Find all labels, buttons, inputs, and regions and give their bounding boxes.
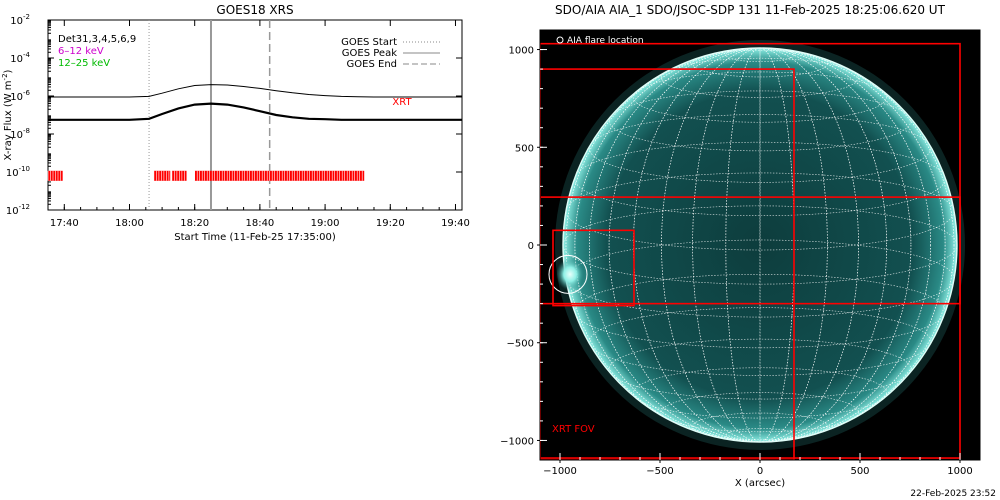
goes-y-tick-label: 10-12 xyxy=(6,203,30,217)
flare-location-legend-label: AIA flare location xyxy=(567,36,644,46)
goes-x-tick-label: 18:20 xyxy=(180,218,209,229)
aia-x-tick-label: −1000 xyxy=(543,466,577,477)
goes-series-long xyxy=(48,84,462,98)
goes-legend-left-entry: 6–12 keV xyxy=(58,46,104,57)
aia-y-tick-label: 1000 xyxy=(509,46,534,57)
aia-x-tick-label: 0 xyxy=(757,466,763,477)
goes-legend-right-entry: GOES Start xyxy=(341,37,397,48)
goes-legend-left-entry: Det31,3,4,5,6,9 xyxy=(58,34,136,45)
goes-x-tick-label: 19:20 xyxy=(376,218,405,229)
goes-legend-right-entry: GOES Peak xyxy=(342,48,397,59)
aia-image-panel: SDO/AIA AIA_1 SDO/JSOC-SDP 131 11-Feb-20… xyxy=(500,3,981,489)
latitude-line xyxy=(692,412,828,441)
goes-tick-marks xyxy=(47,19,462,211)
aia-x-tick-label: 500 xyxy=(850,466,869,477)
goes-legend-right-entry: GOES End xyxy=(347,59,397,70)
goes-series-short xyxy=(48,102,462,121)
goes-xrt-coverage xyxy=(47,170,365,181)
goes-event-lines xyxy=(148,20,271,210)
goes-plot-frame xyxy=(47,19,463,211)
xrt-fov-boxes xyxy=(540,42,961,460)
xrt-fov-box xyxy=(540,196,961,305)
goes-y-tick-labels: 10-2 10-4 10-6 10-8 10-10 10-12 xyxy=(6,13,31,217)
goes-y-axis-label: X-ray Flux (W m-2) xyxy=(1,69,14,160)
latitude-line xyxy=(725,47,795,62)
goes-x-tick-label: 19:40 xyxy=(441,218,470,229)
goes-y-tick-label: 10-2 xyxy=(10,13,30,27)
aia-y-tick-label: 0 xyxy=(528,241,534,252)
goes-y-tick-label: 10-8 xyxy=(10,127,30,141)
aia-y-tick-label: −500 xyxy=(507,339,534,350)
flare-location-circle xyxy=(548,254,588,294)
flare-brightening xyxy=(548,254,588,294)
aia-x-tick-label: 1000 xyxy=(947,466,972,477)
xrt-fov-box xyxy=(540,68,795,460)
goes-x-tick-labels: 17:40 18:00 18:20 18:40 19:00 19:20 19:40 xyxy=(50,218,470,229)
goes-series xyxy=(48,84,462,121)
aia-x-tick-labels: −1000 −500 0 500 1000 xyxy=(543,466,973,477)
aia-y-tick-labels: −1000 −500 0 500 1000 xyxy=(500,46,534,448)
footer-timestamp: 22-Feb-2025 23:52 xyxy=(910,489,996,499)
flare-glow xyxy=(556,258,584,291)
goes-xrs-panel: GOES18 XRS 10-2 10-4 10-6 10-8 10-10 10-12 17… xyxy=(1,3,470,243)
goes-legend-left-entry: 12–25 keV xyxy=(58,58,110,69)
aia-x-axis-label: X (arcsec) xyxy=(735,478,785,489)
goes-y-tick-label: 10-6 xyxy=(10,89,30,103)
xrt-fov-box xyxy=(552,229,635,307)
goes-y-tick-label: 10-4 xyxy=(10,51,30,65)
goes-x-tick-label: 18:00 xyxy=(115,218,144,229)
sun-limb xyxy=(562,47,958,443)
goes-xrt-label: XRT xyxy=(392,97,412,108)
aia-tick-marks xyxy=(537,49,961,463)
latitude-line xyxy=(633,367,887,419)
goes-y-tick-label: 10-10 xyxy=(6,165,30,179)
goes-x-tick-label: 19:00 xyxy=(311,218,340,229)
latitude-line xyxy=(692,49,828,78)
aia-y-tick-label: −1000 xyxy=(500,436,534,447)
aia-x-tick-label: −500 xyxy=(646,466,673,477)
aia-chart-title: SDO/AIA AIA_1 SDO/JSOC-SDP 131 11-Feb-20… xyxy=(555,3,946,17)
flare-location-legend-icon xyxy=(556,36,564,44)
goes-x-tick-label: 17:40 xyxy=(50,218,79,229)
goes-chart-title: GOES18 XRS xyxy=(216,3,293,17)
goes-x-tick-label: 18:40 xyxy=(245,218,274,229)
aia-y-tick-label: 500 xyxy=(515,143,534,154)
xrt-coverage-band xyxy=(153,170,171,181)
xrt-fov-label: XRT FOV xyxy=(552,424,595,435)
goes-x-axis-label: Start Time (11-Feb-25 17:35:00) xyxy=(174,232,336,243)
